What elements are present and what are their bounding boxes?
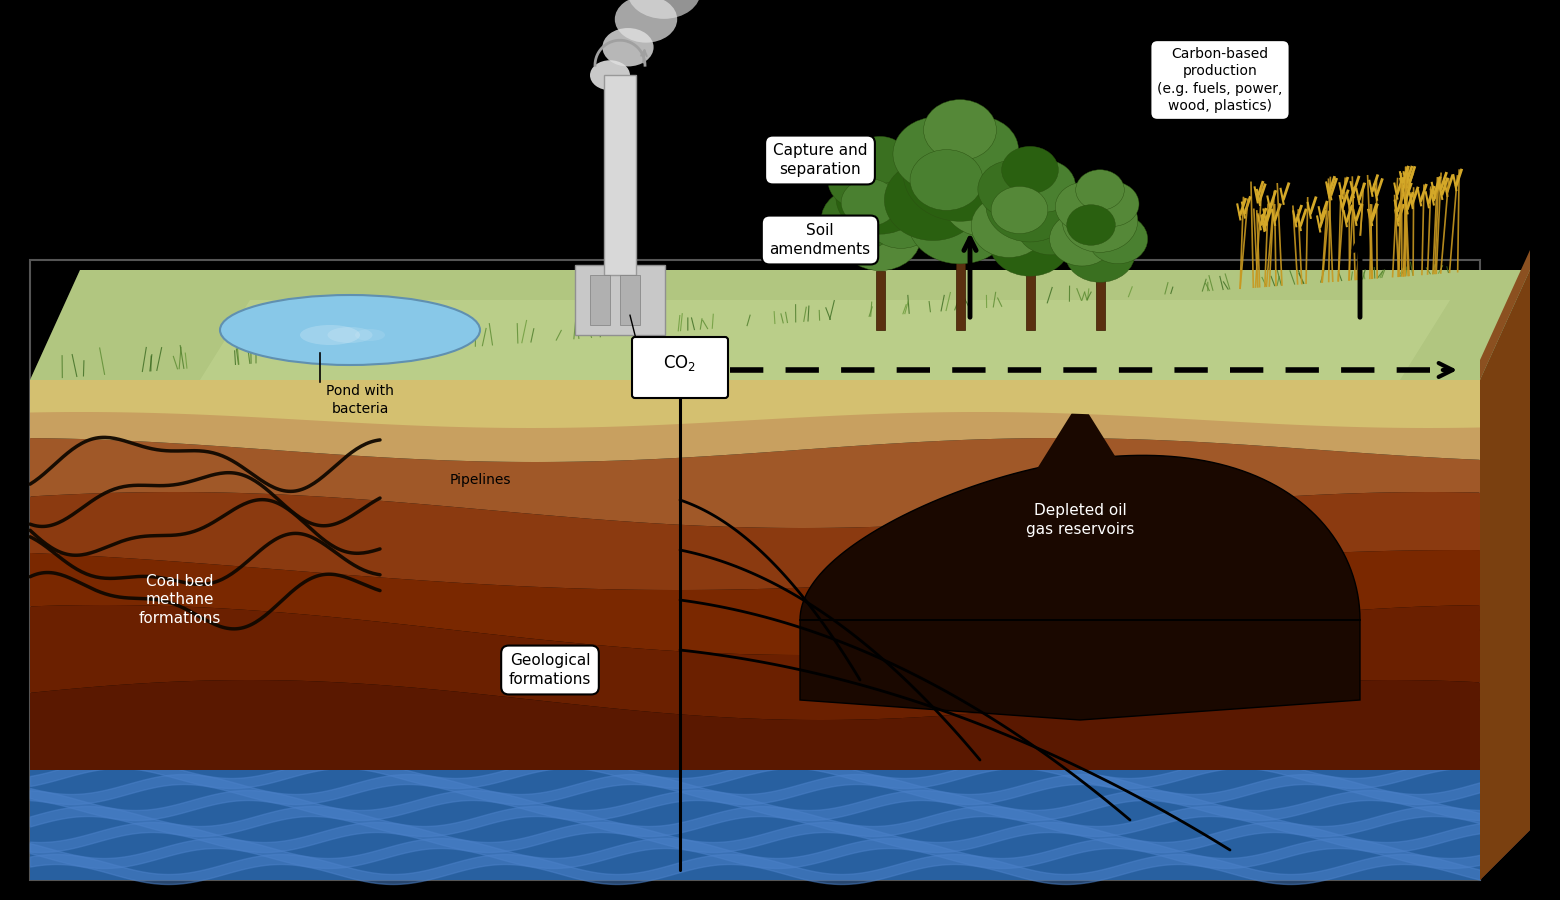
Polygon shape <box>1480 270 1530 880</box>
Polygon shape <box>30 380 1480 428</box>
Ellipse shape <box>1086 182 1139 227</box>
Bar <box>1025 274 1034 330</box>
Text: CO$_2$: CO$_2$ <box>663 353 697 373</box>
Ellipse shape <box>220 295 480 365</box>
Ellipse shape <box>821 188 897 251</box>
Polygon shape <box>1480 250 1530 380</box>
Ellipse shape <box>938 116 1019 184</box>
Ellipse shape <box>836 160 924 234</box>
Bar <box>1095 281 1104 330</box>
Polygon shape <box>30 438 1480 528</box>
Polygon shape <box>30 605 1480 720</box>
Text: Pond with
bacteria: Pond with bacteria <box>326 384 395 416</box>
Polygon shape <box>30 492 1480 590</box>
Polygon shape <box>30 270 1530 380</box>
Ellipse shape <box>602 28 654 67</box>
Ellipse shape <box>903 127 1017 221</box>
Polygon shape <box>800 455 1360 720</box>
Bar <box>576 266 665 335</box>
Polygon shape <box>30 550 1480 655</box>
Ellipse shape <box>839 202 920 271</box>
Ellipse shape <box>978 160 1047 218</box>
Ellipse shape <box>972 194 1047 257</box>
Ellipse shape <box>300 325 360 345</box>
Text: Soil
amendments: Soil amendments <box>769 223 870 256</box>
Ellipse shape <box>627 0 700 19</box>
Ellipse shape <box>1012 160 1075 212</box>
Ellipse shape <box>908 176 1012 264</box>
Ellipse shape <box>1050 212 1114 266</box>
Ellipse shape <box>866 191 936 248</box>
Polygon shape <box>1030 400 1129 480</box>
Text: Coal bed
methane
formations: Coal bed methane formations <box>139 574 222 626</box>
Ellipse shape <box>1076 170 1125 211</box>
Polygon shape <box>1480 330 1530 880</box>
Bar <box>604 76 636 275</box>
Text: Capture and
separation: Capture and separation <box>772 143 867 176</box>
Ellipse shape <box>909 149 983 211</box>
Ellipse shape <box>986 168 1075 242</box>
Bar <box>590 275 610 325</box>
Polygon shape <box>30 760 1480 880</box>
Ellipse shape <box>852 137 908 184</box>
Ellipse shape <box>1062 189 1137 252</box>
Ellipse shape <box>841 179 899 226</box>
Ellipse shape <box>1002 147 1058 194</box>
Text: Pipelines: Pipelines <box>449 473 510 487</box>
Bar <box>619 275 640 325</box>
Ellipse shape <box>1017 197 1086 255</box>
Text: Depleted oil
gas reservoirs: Depleted oil gas reservoirs <box>1026 503 1134 536</box>
Bar <box>30 260 1480 880</box>
Ellipse shape <box>892 117 983 191</box>
Ellipse shape <box>1089 214 1148 264</box>
Polygon shape <box>1480 710 1530 880</box>
Ellipse shape <box>1055 182 1115 231</box>
Text: Carbon-based
production
(e.g. fuels, power,
wood, plastics): Carbon-based production (e.g. fuels, pow… <box>1158 47 1282 113</box>
Ellipse shape <box>885 159 981 240</box>
Polygon shape <box>30 270 1530 380</box>
Ellipse shape <box>924 100 997 160</box>
Text: Geological
formations: Geological formations <box>509 653 591 687</box>
Ellipse shape <box>991 186 1048 234</box>
Ellipse shape <box>590 60 630 90</box>
Ellipse shape <box>1067 205 1115 245</box>
Ellipse shape <box>1065 224 1136 283</box>
Ellipse shape <box>615 0 677 42</box>
Polygon shape <box>30 380 1480 462</box>
Ellipse shape <box>328 327 373 343</box>
Bar <box>875 271 885 330</box>
Ellipse shape <box>828 151 897 210</box>
Ellipse shape <box>989 208 1072 276</box>
Ellipse shape <box>356 329 385 341</box>
Ellipse shape <box>863 150 925 203</box>
Bar <box>955 260 964 330</box>
Polygon shape <box>30 680 1480 770</box>
Ellipse shape <box>942 163 1031 237</box>
Polygon shape <box>200 300 1449 380</box>
FancyBboxPatch shape <box>632 337 729 398</box>
